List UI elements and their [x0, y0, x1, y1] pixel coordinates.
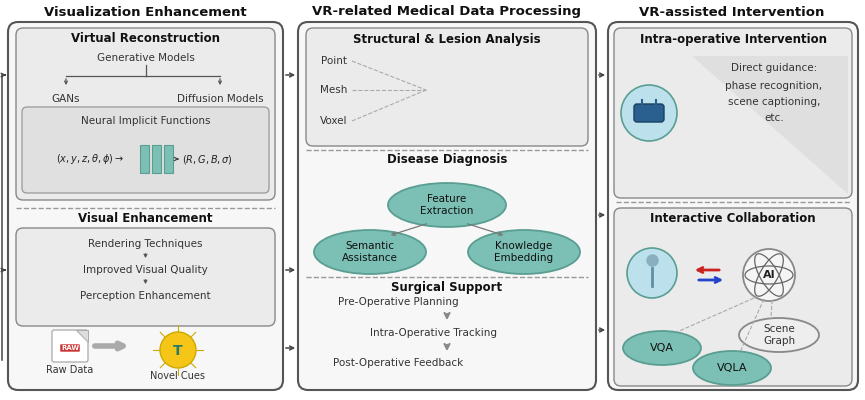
Text: Scene
Graph: Scene Graph	[763, 324, 795, 346]
Bar	[152, 145, 161, 173]
Text: Improved Visual Quality: Improved Visual Quality	[83, 265, 208, 275]
Text: Intra-Operative Tracking: Intra-Operative Tracking	[369, 328, 497, 338]
Ellipse shape	[314, 230, 426, 274]
Text: $(x, y, z, \theta,\phi)\rightarrow$: $(x, y, z, \theta,\phi)\rightarrow$	[56, 152, 124, 166]
Circle shape	[621, 85, 677, 141]
Circle shape	[627, 248, 677, 298]
Text: Interactive Collaboration: Interactive Collaboration	[650, 212, 816, 226]
FancyBboxPatch shape	[306, 28, 588, 146]
FancyBboxPatch shape	[8, 22, 283, 390]
Text: Knowledge
Embedding: Knowledge Embedding	[495, 241, 554, 263]
Ellipse shape	[623, 331, 701, 365]
Text: Perception Enhancement: Perception Enhancement	[80, 291, 211, 301]
FancyBboxPatch shape	[298, 22, 596, 390]
Text: scene captioning,: scene captioning,	[727, 97, 820, 107]
Text: Visualization Enhancement: Visualization Enhancement	[44, 6, 247, 18]
FancyBboxPatch shape	[52, 330, 88, 362]
FancyBboxPatch shape	[16, 228, 275, 326]
Text: Virtual Reconstruction: Virtual Reconstruction	[71, 32, 220, 46]
Text: Feature
Extraction: Feature Extraction	[420, 194, 474, 216]
Text: VQLA: VQLA	[717, 363, 747, 373]
Text: Direct guidance:: Direct guidance:	[731, 63, 817, 73]
Circle shape	[160, 332, 196, 368]
Text: phase recognition,: phase recognition,	[726, 81, 823, 91]
Text: Surgical Support: Surgical Support	[392, 280, 503, 294]
Text: VQA: VQA	[650, 343, 674, 353]
Text: Semantic
Assistance: Semantic Assistance	[342, 241, 398, 263]
FancyBboxPatch shape	[614, 208, 852, 386]
Text: VR-related Medical Data Processing: VR-related Medical Data Processing	[312, 6, 581, 18]
Text: etc.: etc.	[764, 113, 784, 123]
FancyBboxPatch shape	[608, 22, 858, 390]
Ellipse shape	[739, 318, 819, 352]
FancyBboxPatch shape	[634, 104, 664, 122]
Text: Neural Implicit Functions: Neural Implicit Functions	[80, 116, 210, 126]
Text: Diffusion Models: Diffusion Models	[176, 94, 263, 104]
Text: AI: AI	[763, 270, 775, 280]
Text: Visual Enhancement: Visual Enhancement	[78, 212, 213, 224]
Text: Mesh: Mesh	[320, 85, 348, 95]
Bar	[164, 145, 173, 173]
Text: Disease Diagnosis: Disease Diagnosis	[387, 154, 507, 166]
Bar	[140, 145, 149, 173]
Circle shape	[743, 249, 795, 301]
Ellipse shape	[468, 230, 580, 274]
Text: Structural & Lesion Analysis: Structural & Lesion Analysis	[353, 32, 541, 46]
Text: Pre-Operative Planning: Pre-Operative Planning	[337, 297, 458, 307]
Ellipse shape	[388, 183, 506, 227]
Text: Generative Models: Generative Models	[97, 53, 195, 63]
Text: Point: Point	[321, 56, 347, 66]
Text: GANs: GANs	[52, 94, 80, 104]
FancyBboxPatch shape	[22, 107, 269, 193]
Polygon shape	[692, 56, 848, 194]
Text: Intra-operative Intervention: Intra-operative Intervention	[639, 32, 826, 46]
Polygon shape	[76, 330, 88, 342]
Text: Novel Cues: Novel Cues	[151, 371, 206, 381]
Text: RAW: RAW	[61, 345, 79, 351]
Text: Voxel: Voxel	[320, 116, 348, 126]
FancyBboxPatch shape	[614, 28, 852, 198]
Text: Raw Data: Raw Data	[47, 365, 93, 375]
Text: Post-Operative Feedback: Post-Operative Feedback	[333, 358, 463, 368]
Ellipse shape	[693, 351, 771, 385]
Text: VR-assisted Intervention: VR-assisted Intervention	[639, 6, 824, 18]
FancyBboxPatch shape	[16, 28, 275, 200]
Text: $(R,G,B,\sigma)$: $(R,G,B,\sigma)$	[182, 152, 233, 166]
Text: T: T	[173, 344, 183, 358]
Text: Rendering Techniques: Rendering Techniques	[88, 239, 202, 249]
